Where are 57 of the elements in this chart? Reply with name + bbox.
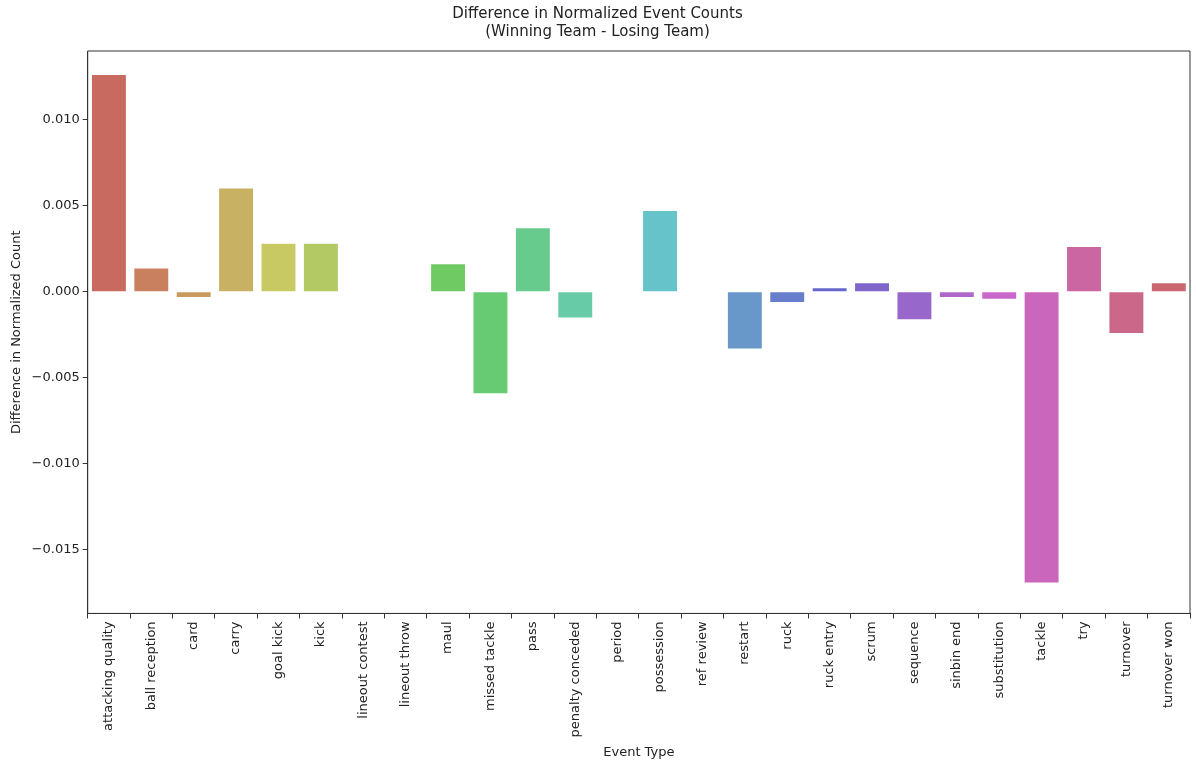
- bar: [770, 292, 805, 303]
- bar: [91, 75, 126, 292]
- x-tick-label: scrum: [863, 621, 879, 662]
- bar: [1151, 283, 1186, 292]
- x-tick-label: ruck: [778, 620, 794, 650]
- bar: [1109, 292, 1144, 334]
- y-tick-label: −0.015: [31, 541, 80, 557]
- bar: [558, 292, 593, 318]
- x-tick-label: lineout throw: [397, 621, 413, 708]
- x-tick-label: possession: [651, 621, 667, 693]
- x-tick-label: maul: [439, 621, 455, 654]
- bar: [812, 288, 847, 292]
- x-axis-title: Event Type: [603, 743, 675, 759]
- bar: [134, 268, 169, 292]
- bar: [982, 292, 1017, 299]
- bar: [261, 243, 296, 292]
- y-tick-label: −0.005: [31, 369, 80, 385]
- x-tick-label: carry: [227, 621, 243, 655]
- bar: [855, 283, 889, 292]
- y-tick-label: 0.000: [42, 283, 80, 299]
- bar: [897, 292, 932, 320]
- bar: [1067, 247, 1101, 292]
- x-tick-label: sinbin end: [948, 621, 964, 689]
- bar: [176, 292, 211, 297]
- x-tick-label: ruck entry: [821, 621, 837, 689]
- bar: [643, 210, 678, 292]
- x-tick-label: ref review: [693, 621, 709, 687]
- y-axis-title: Difference in Normalized Count: [8, 230, 24, 435]
- x-tick-label: tackle: [1032, 621, 1048, 661]
- bar: [473, 292, 508, 394]
- x-tick-label: penalty conceded: [566, 621, 582, 738]
- y-tick-label: 0.010: [42, 111, 80, 127]
- bar: [515, 228, 550, 292]
- y-tick-label: 0.005: [42, 197, 80, 213]
- bar: [219, 188, 254, 292]
- x-tick-label: turnover: [1117, 620, 1133, 678]
- x-tick-label: period: [609, 621, 625, 663]
- bar: [431, 264, 466, 292]
- x-tick-label: try: [1075, 621, 1091, 640]
- x-tick-label: ball reception: [142, 621, 158, 711]
- x-tick-label: card: [185, 621, 201, 650]
- x-tick-label: attacking quality: [100, 621, 116, 731]
- bar: [727, 292, 762, 349]
- x-tick-label: sequence: [905, 621, 921, 685]
- x-tick-label: restart: [736, 621, 752, 665]
- x-tick-label: lineout contest: [354, 621, 370, 719]
- x-tick-label: missed tackle: [481, 621, 497, 711]
- x-tick-label: pass: [524, 621, 540, 652]
- y-tick-label: −0.010: [31, 455, 80, 471]
- x-tick-label: goal kick: [269, 620, 285, 680]
- x-tick-label: substitution: [990, 621, 1006, 699]
- bar: [303, 243, 338, 292]
- bar: [939, 292, 974, 297]
- x-tick-label: turnover won: [1160, 621, 1176, 709]
- chart-title: Difference in Normalized Event Counts (Winning Team - Losing Team): [452, 3, 743, 40]
- bar: [1024, 292, 1059, 583]
- x-tick-label: kick: [312, 620, 328, 648]
